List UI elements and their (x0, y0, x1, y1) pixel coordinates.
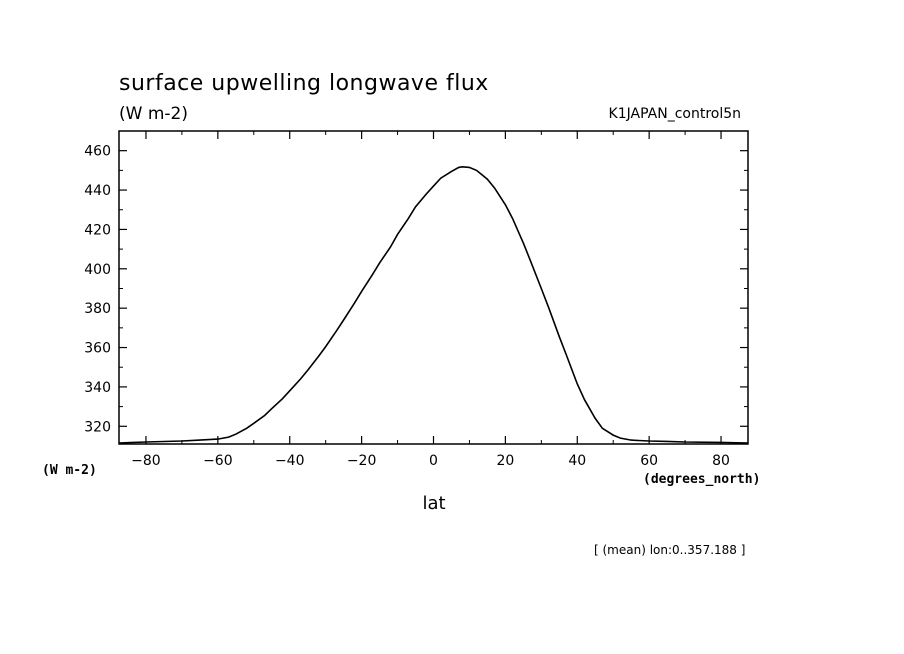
run-label: K1JAPAN_control5n (609, 106, 741, 122)
x-tick-label: −20 (347, 453, 377, 469)
y-tick-label: 380 (84, 301, 111, 317)
x-tick-label: 0 (429, 453, 438, 469)
y-axis-tick-labels: 320 340 360 380 400 420 440 460 (84, 144, 111, 436)
x-tick-label: 60 (640, 453, 658, 469)
x-axis-tick-labels: −80 −60 −40 −20 0 20 40 60 80 (131, 453, 730, 469)
y-tick-label: 400 (84, 262, 111, 278)
y-axis-ticks (119, 130, 748, 427)
y-tick-label: 340 (84, 380, 111, 396)
y-tick-label: 440 (84, 183, 111, 199)
series-line (118, 165, 749, 444)
x-tick-label: 20 (496, 453, 514, 469)
y-tick-label: 320 (84, 419, 111, 435)
x-axis-ticks (145, 131, 722, 444)
x-axis-label: lat (422, 493, 445, 514)
y-tick-label: 460 (84, 144, 111, 160)
x-tick-label: 40 (568, 453, 586, 469)
x-tick-label: −60 (203, 453, 233, 469)
units-label: (W m-2) (119, 104, 188, 124)
x-axis-units: (degrees_north) (643, 472, 760, 487)
y-axis-label: (W m-2) (42, 463, 97, 478)
y-tick-label: 360 (84, 341, 111, 357)
plot-frame (118, 130, 749, 445)
x-tick-label: −40 (275, 453, 305, 469)
x-tick-label: −80 (131, 453, 161, 469)
y-tick-label: 420 (84, 222, 111, 238)
x-tick-label: 80 (712, 453, 730, 469)
footnote: [ (mean) lon:0..357.188 ] (594, 543, 745, 557)
chart-title: surface upwelling longwave flux (119, 71, 489, 96)
